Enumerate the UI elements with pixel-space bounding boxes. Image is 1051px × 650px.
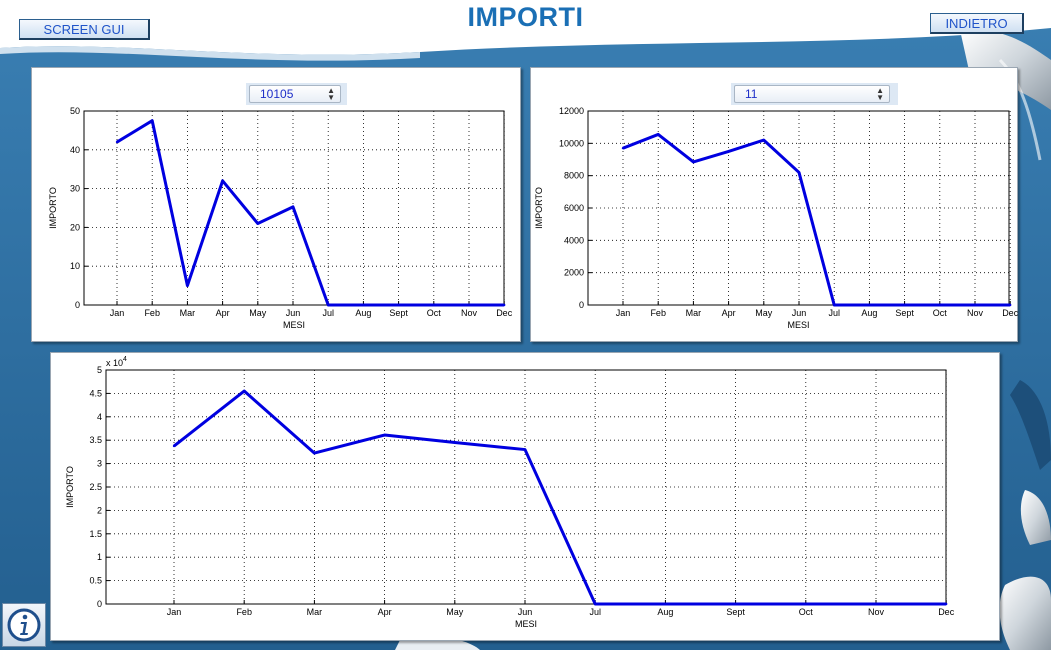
selector-top-right-value: 11: [745, 87, 758, 101]
data-point: [327, 303, 330, 307]
data-point: [256, 222, 259, 225]
data-point: [503, 303, 506, 307]
x-tick-label: Apr: [216, 308, 230, 318]
data-point: [221, 179, 224, 183]
data-point: [186, 284, 189, 287]
updown-arrows-icon: ▲ ▼: [327, 86, 335, 102]
x-tick-label: Dec: [496, 308, 513, 318]
info-button[interactable]: [2, 603, 46, 647]
y-tick-label: 50: [70, 106, 80, 116]
updown-arrows-icon: ▲ ▼: [876, 86, 884, 102]
data-point: [115, 140, 119, 144]
x-tick-label: Sept: [389, 308, 408, 318]
y-tick-label: 20: [70, 222, 80, 232]
data-point: [432, 303, 435, 307]
data-point: [291, 205, 295, 209]
data-point: [397, 303, 400, 307]
selector-top-left-value: 10105: [260, 87, 294, 101]
x-tick-label: Feb: [144, 308, 160, 318]
screen-gui-button[interactable]: SCREEN GUI: [19, 19, 150, 40]
data-point: [362, 303, 365, 307]
x-tick-label: Aug: [355, 308, 371, 318]
x-tick-label: Oct: [427, 308, 442, 318]
y-axis-label: IMPORTO: [48, 187, 58, 229]
data-point: [151, 119, 154, 122]
selector-top-left[interactable]: 10105 ▲ ▼: [249, 85, 341, 103]
page-title: IMPORTI: [467, 2, 584, 32]
x-tick-label: Jul: [322, 308, 334, 318]
x-axis-label: MESI: [283, 320, 305, 330]
x-tick-label: Jun: [286, 308, 301, 318]
back-button[interactable]: INDIETRO: [930, 13, 1024, 34]
y-tick-label: 10: [70, 261, 80, 271]
info-icon: [7, 608, 41, 642]
x-tick-label: Mar: [180, 308, 196, 318]
selector-top-right[interactable]: 11 ▲ ▼: [734, 85, 890, 103]
y-tick-label: 40: [70, 145, 80, 155]
x-tick-label: Jan: [110, 308, 125, 318]
x-tick-label: May: [249, 308, 267, 318]
series-line: [116, 119, 505, 307]
y-tick-label: 0: [75, 300, 80, 310]
y-tick-label: 30: [70, 184, 80, 194]
x-tick-label: Nov: [461, 308, 478, 318]
data-point: [467, 303, 471, 307]
